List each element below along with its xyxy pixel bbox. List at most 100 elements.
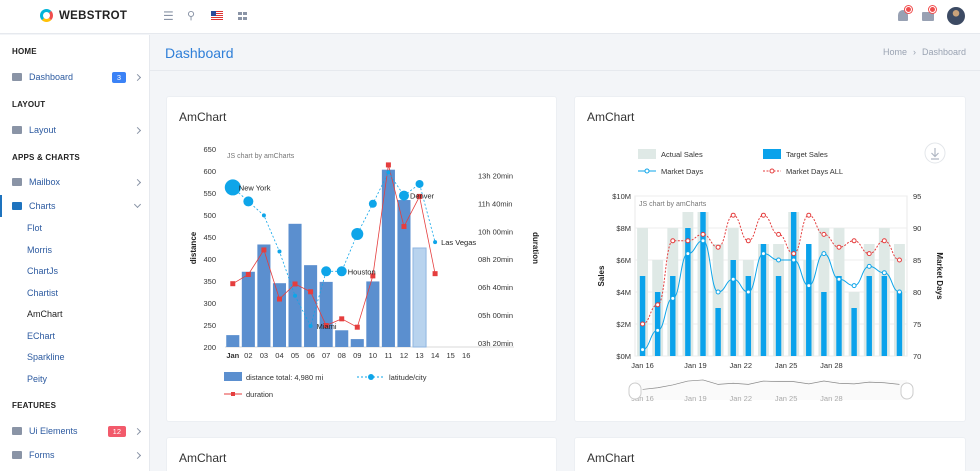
notification-dot [905,6,912,13]
sidebar-item-label: Forms [29,450,55,460]
y2-tick-label: 08h 20min [478,255,513,264]
layout-icon [12,126,22,134]
latitude-bubble [433,240,438,245]
distance-bar [366,281,380,347]
top-bar: WEBSTROT ☰ ⚲ [0,0,980,34]
sales-chart[interactable]: Actual Sales Target Sales Market Days Marke… [575,97,965,421]
duration-point [230,281,236,287]
latitude-line [232,171,436,328]
sidebar-sub-peity[interactable]: Peity [27,374,48,384]
sidebar-item-mailbox[interactable]: Mailbox [0,171,150,193]
envelope-icon[interactable] [922,12,934,21]
brand-name: WEBSTROT [59,9,128,22]
sidebar-item-layout[interactable]: Layout [0,119,150,141]
market-days-all-point [836,244,842,250]
x-tick-label: 08 [338,351,346,360]
market-days-point [791,257,797,263]
target-sales-bar [715,308,721,356]
market-days-point [851,283,857,289]
market-days-all-point [715,244,721,250]
y2-tick-label: 11h 40min [478,199,512,208]
ui-elements-badge: 12 [107,425,126,437]
scrollbar-tick-label: Jan 25 [775,394,798,403]
sidebar-sub-chartjs[interactable]: ChartJs [27,266,59,276]
y-tick-label: $2M [616,320,631,329]
chevron-down-icon [133,200,142,209]
sidebar-item-forms[interactable]: Forms [0,444,150,466]
legend-marker-market-days-all-dot [769,168,775,174]
target-sales-bar [685,228,691,356]
latitude-bubble [224,179,241,196]
duration-point [417,193,423,199]
sidebar-sub-morris[interactable]: Morris [27,245,52,255]
sidebar: HOME Dashboard 3 LAYOUT Layout APPS & CH… [0,35,150,471]
duration-point [308,289,314,295]
x-tick-label: 10 [369,351,377,360]
sidebar-sub-echart[interactable]: EChart [27,331,56,341]
amchart-card-3: AmChart [167,438,556,471]
legend-marker-duration-square [231,392,235,396]
x-tick-label: 12 [400,351,408,360]
sidebar-sub-flot[interactable]: Flot [27,223,43,233]
breadcrumb-home[interactable]: Home [882,47,907,57]
duration-point [432,271,438,277]
avatar[interactable] [947,7,965,25]
breadcrumb: Home › Dashboard [883,47,966,57]
search-icon[interactable]: ⚲ [187,10,196,22]
legend-label-target: Target Sales [786,150,828,159]
legend-label-market-days-all: Market Days ALL [786,167,843,176]
scrollbar-tick-label: Jan 22 [730,394,753,403]
latitude-bubble [368,199,377,208]
sidebar-item-ui-elements[interactable]: Ui Elements 12 [0,420,150,442]
distance-chart[interactable]: JS chart by amCharts 650 600 550 500 450 400 35… [167,97,556,421]
breadcrumb-current: Dashboard [921,47,966,57]
market-days-all-point [851,238,857,244]
x-tick-label: 03 [260,351,268,360]
envelope-icon [12,178,22,186]
grid-icon[interactable] [238,12,247,20]
scrollbar-grip-right [900,382,914,400]
scrollbar-tick-label: Jan 28 [820,394,843,403]
duration-point [339,316,345,322]
x-tick-label: 04 [275,351,283,360]
bell-icon[interactable] [898,10,908,21]
dashboard-badge: 3 [111,71,126,83]
sidebar-sub-sparkline[interactable]: Sparkline [27,352,65,362]
market-days-all-point [806,212,812,218]
latitude-bubble [277,249,282,254]
city-label: Denver [410,192,435,201]
distance-bar [335,330,349,347]
y-tick-label: 400 [203,255,216,264]
legend-marker-target [763,149,781,159]
actual-sales-bar [712,244,724,356]
sidebar-item-charts[interactable]: Charts [0,195,150,217]
duration-point [261,247,267,253]
brand-logo[interactable]: WEBSTROT [40,9,127,22]
y-tick-label: 200 [203,343,216,352]
sidebar-sub-amchart[interactable]: AmChart [27,309,63,319]
x-tick-label: 14 [431,351,439,360]
scrollbar-grip-left [628,382,642,400]
y-tick-label: $4M [616,288,631,297]
market-days-all-point [866,251,872,257]
distance-bar [397,200,411,347]
y2-tick-label: 03h 20min [478,339,513,348]
flag-us-icon[interactable] [211,11,223,20]
amchart-card-1: AmChart JS chart by amCharts 650 600 550 500… [167,97,556,421]
sidebar-sub-chartist[interactable]: Chartist [27,288,59,298]
latitude-bubble [308,324,313,329]
header-divider [150,70,980,71]
target-sales-bar [639,276,646,356]
y2-axis-title: duration [531,232,540,264]
distance-bar [304,265,318,347]
x-tick-label: 11 [385,351,393,360]
market-days-point [715,289,721,295]
hamburger-icon[interactable]: ☰ [163,9,174,23]
sidebar-item-dashboard[interactable]: Dashboard 3 [0,66,150,88]
target-sales-bar [760,244,767,356]
x-tick-label: Jan 19 [684,361,707,370]
x-tick-label: Jan 28 [820,361,843,370]
section-apps-charts: APPS & CHARTS [12,153,80,162]
chevron-right-icon [133,451,142,459]
legend-marker-market-days-dot [644,168,650,174]
